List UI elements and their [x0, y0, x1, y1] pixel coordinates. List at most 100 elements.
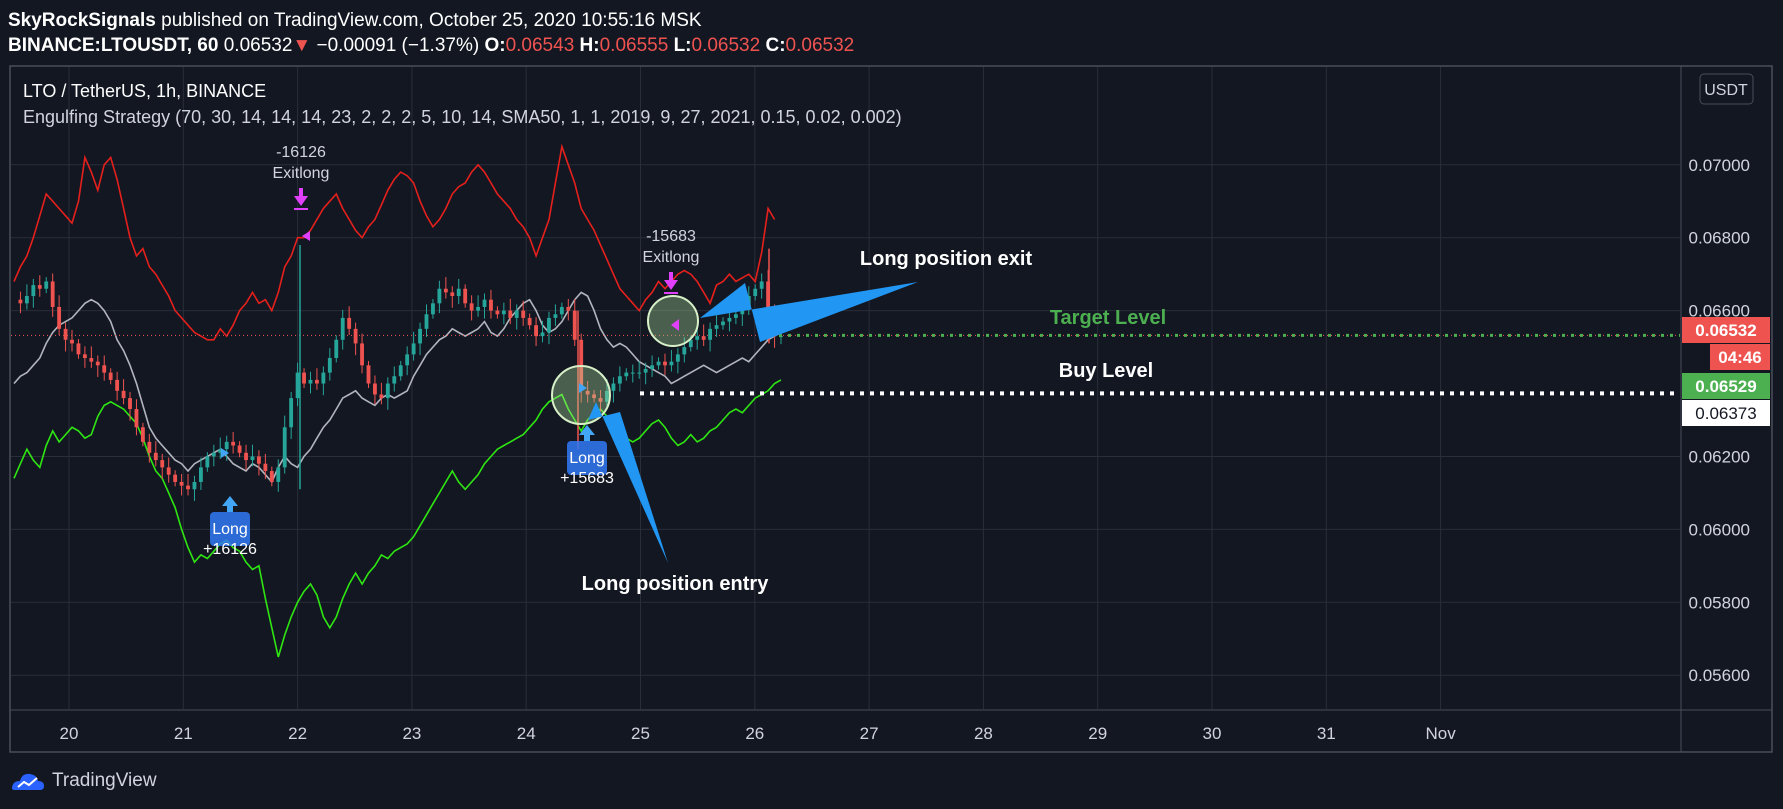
candle-body [108, 372, 113, 380]
candle-body [198, 467, 203, 482]
candle-body [463, 288, 468, 304]
trade-qty: +16126 [203, 541, 257, 558]
candle-body [257, 456, 261, 464]
legend-indicator: Engulfing Strategy (70, 30, 14, 14, 14, … [23, 107, 902, 127]
tradingview-logo-icon[interactable] [10, 770, 46, 792]
buy-price-badge-text: 0.06529 [1695, 377, 1756, 396]
price-change: −0.00091 (−1.37%) [316, 35, 480, 56]
buy-price-badge [1682, 373, 1770, 399]
candle-body [637, 372, 642, 374]
candle-body [688, 339, 693, 348]
candle-body [572, 310, 577, 340]
candle-body [379, 394, 384, 399]
candle-body [289, 398, 294, 428]
candle-body [231, 441, 236, 446]
candle-body [340, 317, 345, 340]
candle-body [302, 372, 306, 384]
candle-body [347, 317, 352, 329]
candle-body [244, 452, 248, 461]
candle-body [656, 361, 661, 366]
candle-body [44, 281, 49, 289]
candle-body [411, 343, 416, 355]
candle-body [476, 306, 480, 311]
candle-body [392, 376, 397, 384]
trade-label: Exitlong [643, 249, 700, 266]
candle-body [263, 463, 268, 472]
y-tick-label: 0.05800 [1689, 593, 1750, 612]
y-tick-label: 0.06200 [1689, 447, 1750, 466]
y-tick-label: 0.06000 [1689, 520, 1750, 539]
candle-body [18, 299, 23, 304]
candle-body [663, 361, 667, 366]
exit-annotation-arrow [700, 282, 918, 342]
y-tick-label: 0.05600 [1689, 666, 1750, 685]
trade-label: Long [569, 450, 605, 467]
low-value: 0.06532 [691, 35, 761, 56]
candle-body [501, 310, 506, 315]
down-triangle-icon: ▼ [292, 35, 312, 56]
exit-triangle-icon [302, 231, 310, 241]
plot-area [11, 143, 1680, 658]
middle-line [13, 291, 782, 484]
last-price: 0.06532 [223, 35, 293, 56]
author-name[interactable]: SkyRockSignals [8, 10, 156, 31]
candle-body [37, 285, 42, 289]
exit-triangle-icon [671, 319, 679, 331]
open-value: 0.06543 [505, 35, 575, 56]
x-tick-label: 30 [1203, 724, 1222, 743]
last-price-badge [1682, 317, 1770, 343]
candle-body [753, 288, 758, 297]
candle-body [315, 379, 319, 384]
candle-body [424, 314, 429, 329]
close-value: 0.06532 [785, 35, 855, 56]
candle-body [360, 343, 364, 366]
candle-body [373, 383, 377, 395]
candle-body [495, 310, 500, 315]
x-tick-label: 26 [745, 724, 764, 743]
x-tick-label: 27 [860, 724, 879, 743]
candle-body [50, 281, 55, 307]
candle-body [276, 467, 281, 482]
candle-body [534, 325, 538, 337]
candle-body [134, 409, 139, 428]
candle-body [675, 354, 680, 362]
y-tick-label: 0.07000 [1689, 156, 1750, 175]
countdown-badge [1710, 344, 1770, 370]
candle-body [695, 336, 700, 340]
footer-brand[interactable]: TradingView [52, 770, 157, 791]
symbol-label: BINANCE:LTOUSDT, 60 [8, 35, 219, 56]
candle-body [398, 365, 403, 377]
candle-body [186, 485, 190, 490]
candle-body [250, 456, 255, 461]
candle-body [566, 306, 571, 311]
y-tick-label: 0.06600 [1689, 302, 1750, 321]
published-text: published on TradingView.com, October 25… [161, 10, 702, 31]
candle-body [617, 376, 622, 384]
candle-body [160, 460, 165, 468]
candle-body [405, 354, 410, 366]
candle-body [147, 441, 152, 453]
candle-body [153, 452, 158, 461]
candle-body [766, 281, 771, 311]
candle-body [334, 339, 339, 359]
countdown-badge-text: 04:46 [1718, 348, 1761, 367]
up-arrow-icon [222, 496, 238, 512]
upper-band-line [13, 143, 776, 341]
candle-body [450, 292, 455, 297]
candle-body [31, 285, 36, 297]
entry-triangle-icon [579, 383, 587, 393]
close-label: C: [765, 35, 786, 56]
candle-body [121, 390, 126, 399]
candle-body [179, 481, 184, 486]
x-tick-label: 24 [517, 724, 536, 743]
candle-body [95, 361, 100, 366]
x-tick-label: 28 [974, 724, 993, 743]
trade-label: Exitlong [273, 165, 330, 182]
candle-body [102, 365, 107, 373]
currency-badge[interactable] [1699, 73, 1754, 105]
x-tick-label: 23 [402, 724, 421, 743]
candle-body [521, 310, 526, 318]
candle-body [282, 427, 287, 468]
exit-highlight-circle [647, 295, 699, 347]
